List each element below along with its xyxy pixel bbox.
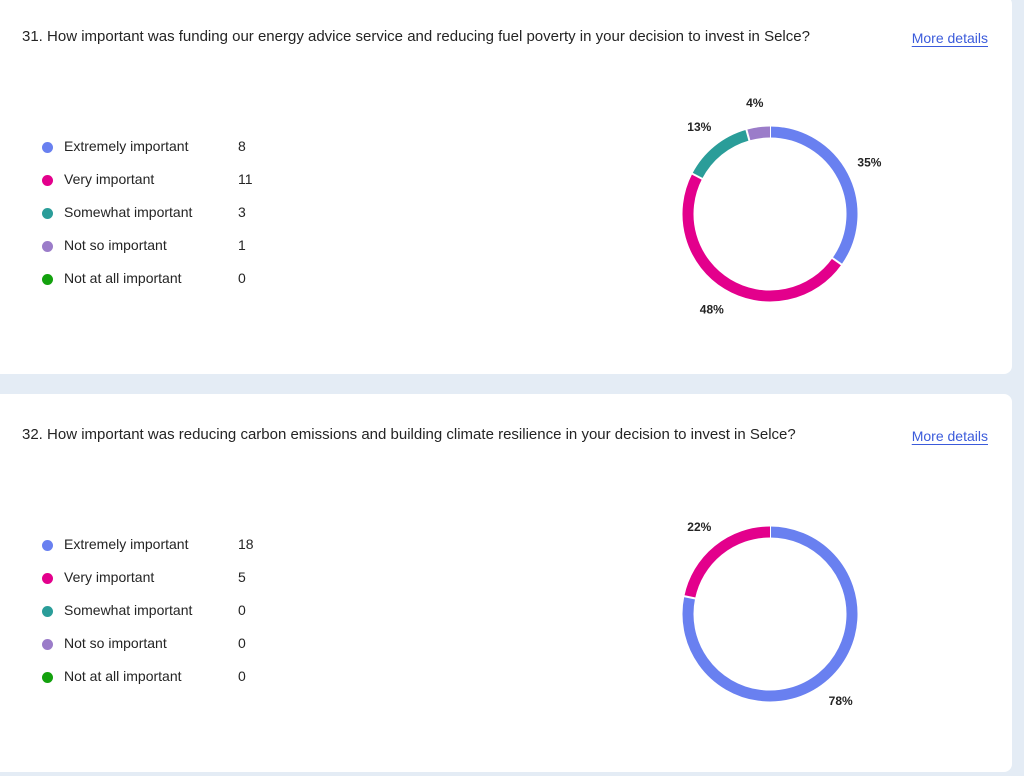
- legend-label: Not so important: [64, 237, 167, 253]
- legend-item: Very important 11: [42, 167, 302, 200]
- slice-separator: [683, 595, 697, 600]
- percent-label: 4%: [746, 96, 764, 110]
- legend: Extremely important 8 Very important 11 …: [42, 134, 302, 299]
- legend-item: Extremely important 18: [42, 532, 302, 565]
- question-card-32: 32. How important was reducing carbon em…: [0, 394, 1012, 772]
- donut-slice[interactable]: [769, 126, 858, 265]
- donut-chart: 35% 48% 13% 4%: [640, 84, 900, 344]
- legend-dot-icon: [42, 606, 53, 617]
- legend-dot-icon: [42, 274, 53, 285]
- legend-item: Somewhat important 0: [42, 598, 302, 631]
- legend-count: 8: [238, 138, 246, 154]
- legend-label: Extremely important: [64, 536, 189, 552]
- legend-item: Not so important 1: [42, 233, 302, 266]
- slice-separator: [831, 256, 843, 266]
- legend-count: 0: [238, 270, 246, 286]
- more-details-link[interactable]: More details: [911, 428, 988, 444]
- percent-label: 48%: [700, 303, 724, 317]
- legend-dot-icon: [42, 573, 53, 584]
- legend-item: Not at all important 0: [42, 266, 302, 299]
- legend-label: Somewhat important: [64, 204, 193, 220]
- legend-count: 0: [238, 635, 246, 651]
- percent-label: 35%: [857, 155, 881, 169]
- slice-separator: [690, 172, 704, 181]
- legend-label: Somewhat important: [64, 602, 193, 618]
- legend-count: 3: [238, 204, 246, 220]
- legend-count: 0: [238, 602, 246, 618]
- legend-label: Not so important: [64, 635, 167, 651]
- legend-count: 1: [238, 237, 246, 253]
- legend-dot-icon: [42, 672, 53, 683]
- legend-label: Not at all important: [64, 270, 182, 286]
- legend-item: Not at all important 0: [42, 664, 302, 697]
- legend-dot-icon: [42, 208, 53, 219]
- legend: Extremely important 18 Very important 5 …: [42, 532, 302, 697]
- legend-dot-icon: [42, 175, 53, 186]
- legend-dot-icon: [42, 241, 53, 252]
- legend-item: Not so important 0: [42, 631, 302, 664]
- legend-dot-icon: [42, 639, 53, 650]
- legend-label: Very important: [64, 171, 155, 187]
- legend-count: 5: [238, 569, 246, 585]
- legend-item: Extremely important 8: [42, 134, 302, 167]
- donut-slice[interactable]: [746, 126, 771, 141]
- donut-chart: 78% 22%: [640, 484, 900, 744]
- slice-separator: [745, 128, 751, 142]
- legend-dot-icon: [42, 540, 53, 551]
- legend-count: 18: [238, 536, 254, 552]
- donut-slice[interactable]: [682, 173, 842, 302]
- legend-item: Somewhat important 3: [42, 200, 302, 233]
- legend-label: Very important: [64, 569, 155, 585]
- question-title: 32. How important was reducing carbon em…: [22, 426, 796, 443]
- question-card-31: 31. How important was funding our energy…: [0, 0, 1012, 374]
- percent-label: 22%: [687, 520, 711, 534]
- legend-item: Very important 5: [42, 565, 302, 598]
- more-details-link[interactable]: More details: [911, 30, 988, 46]
- percent-label: 13%: [687, 120, 711, 134]
- donut-slice[interactable]: [684, 526, 771, 599]
- donut-slice[interactable]: [682, 526, 858, 702]
- question-title: 31. How important was funding our energy…: [22, 28, 810, 45]
- legend-count: 11: [238, 171, 253, 187]
- donut-slice[interactable]: [692, 129, 750, 179]
- legend-label: Not at all important: [64, 668, 182, 684]
- legend-count: 0: [238, 668, 246, 684]
- legend-label: Extremely important: [64, 138, 189, 154]
- legend-dot-icon: [42, 142, 53, 153]
- percent-label: 78%: [829, 694, 853, 708]
